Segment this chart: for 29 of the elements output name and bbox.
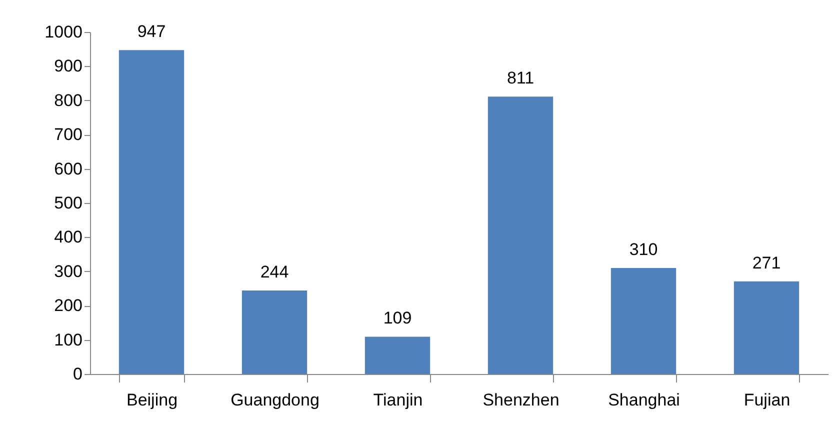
data-label: 310 <box>629 240 658 259</box>
data-label: 244 <box>260 262 289 282</box>
y-tick-label: 700 <box>54 125 82 144</box>
y-tick-label: 0 <box>73 364 82 384</box>
x-tick-label: Tianjin <box>373 390 423 410</box>
y-tick-label: 900 <box>54 56 82 76</box>
x-tick-label: Guangdong <box>230 390 320 410</box>
x-tick-label: Beijing <box>126 390 178 410</box>
data-label: 947 <box>137 22 166 42</box>
data-label: 271 <box>752 253 781 272</box>
y-tick-label: 100 <box>54 330 82 350</box>
y-tick-label: 500 <box>54 194 82 212</box>
y-tick-label: 400 <box>54 228 82 247</box>
y-tick-label: 600 <box>54 159 82 178</box>
bar <box>488 96 554 374</box>
x-tick-label: Shanghai <box>608 390 680 410</box>
bar <box>364 336 430 374</box>
bar <box>242 290 308 374</box>
x-tick-label: Shenzhen <box>482 390 560 410</box>
data-label: 811 <box>506 68 534 88</box>
y-tick-label: 1000 <box>44 22 82 42</box>
y-tick-label: 800 <box>54 90 82 110</box>
bar <box>118 50 184 374</box>
bar <box>610 268 676 374</box>
y-tick-label: 200 <box>54 296 82 316</box>
bar <box>734 281 800 374</box>
data-label: 109 <box>383 308 412 328</box>
x-tick-label: Fujian <box>744 390 790 410</box>
y-tick-label: 300 <box>54 262 82 281</box>
